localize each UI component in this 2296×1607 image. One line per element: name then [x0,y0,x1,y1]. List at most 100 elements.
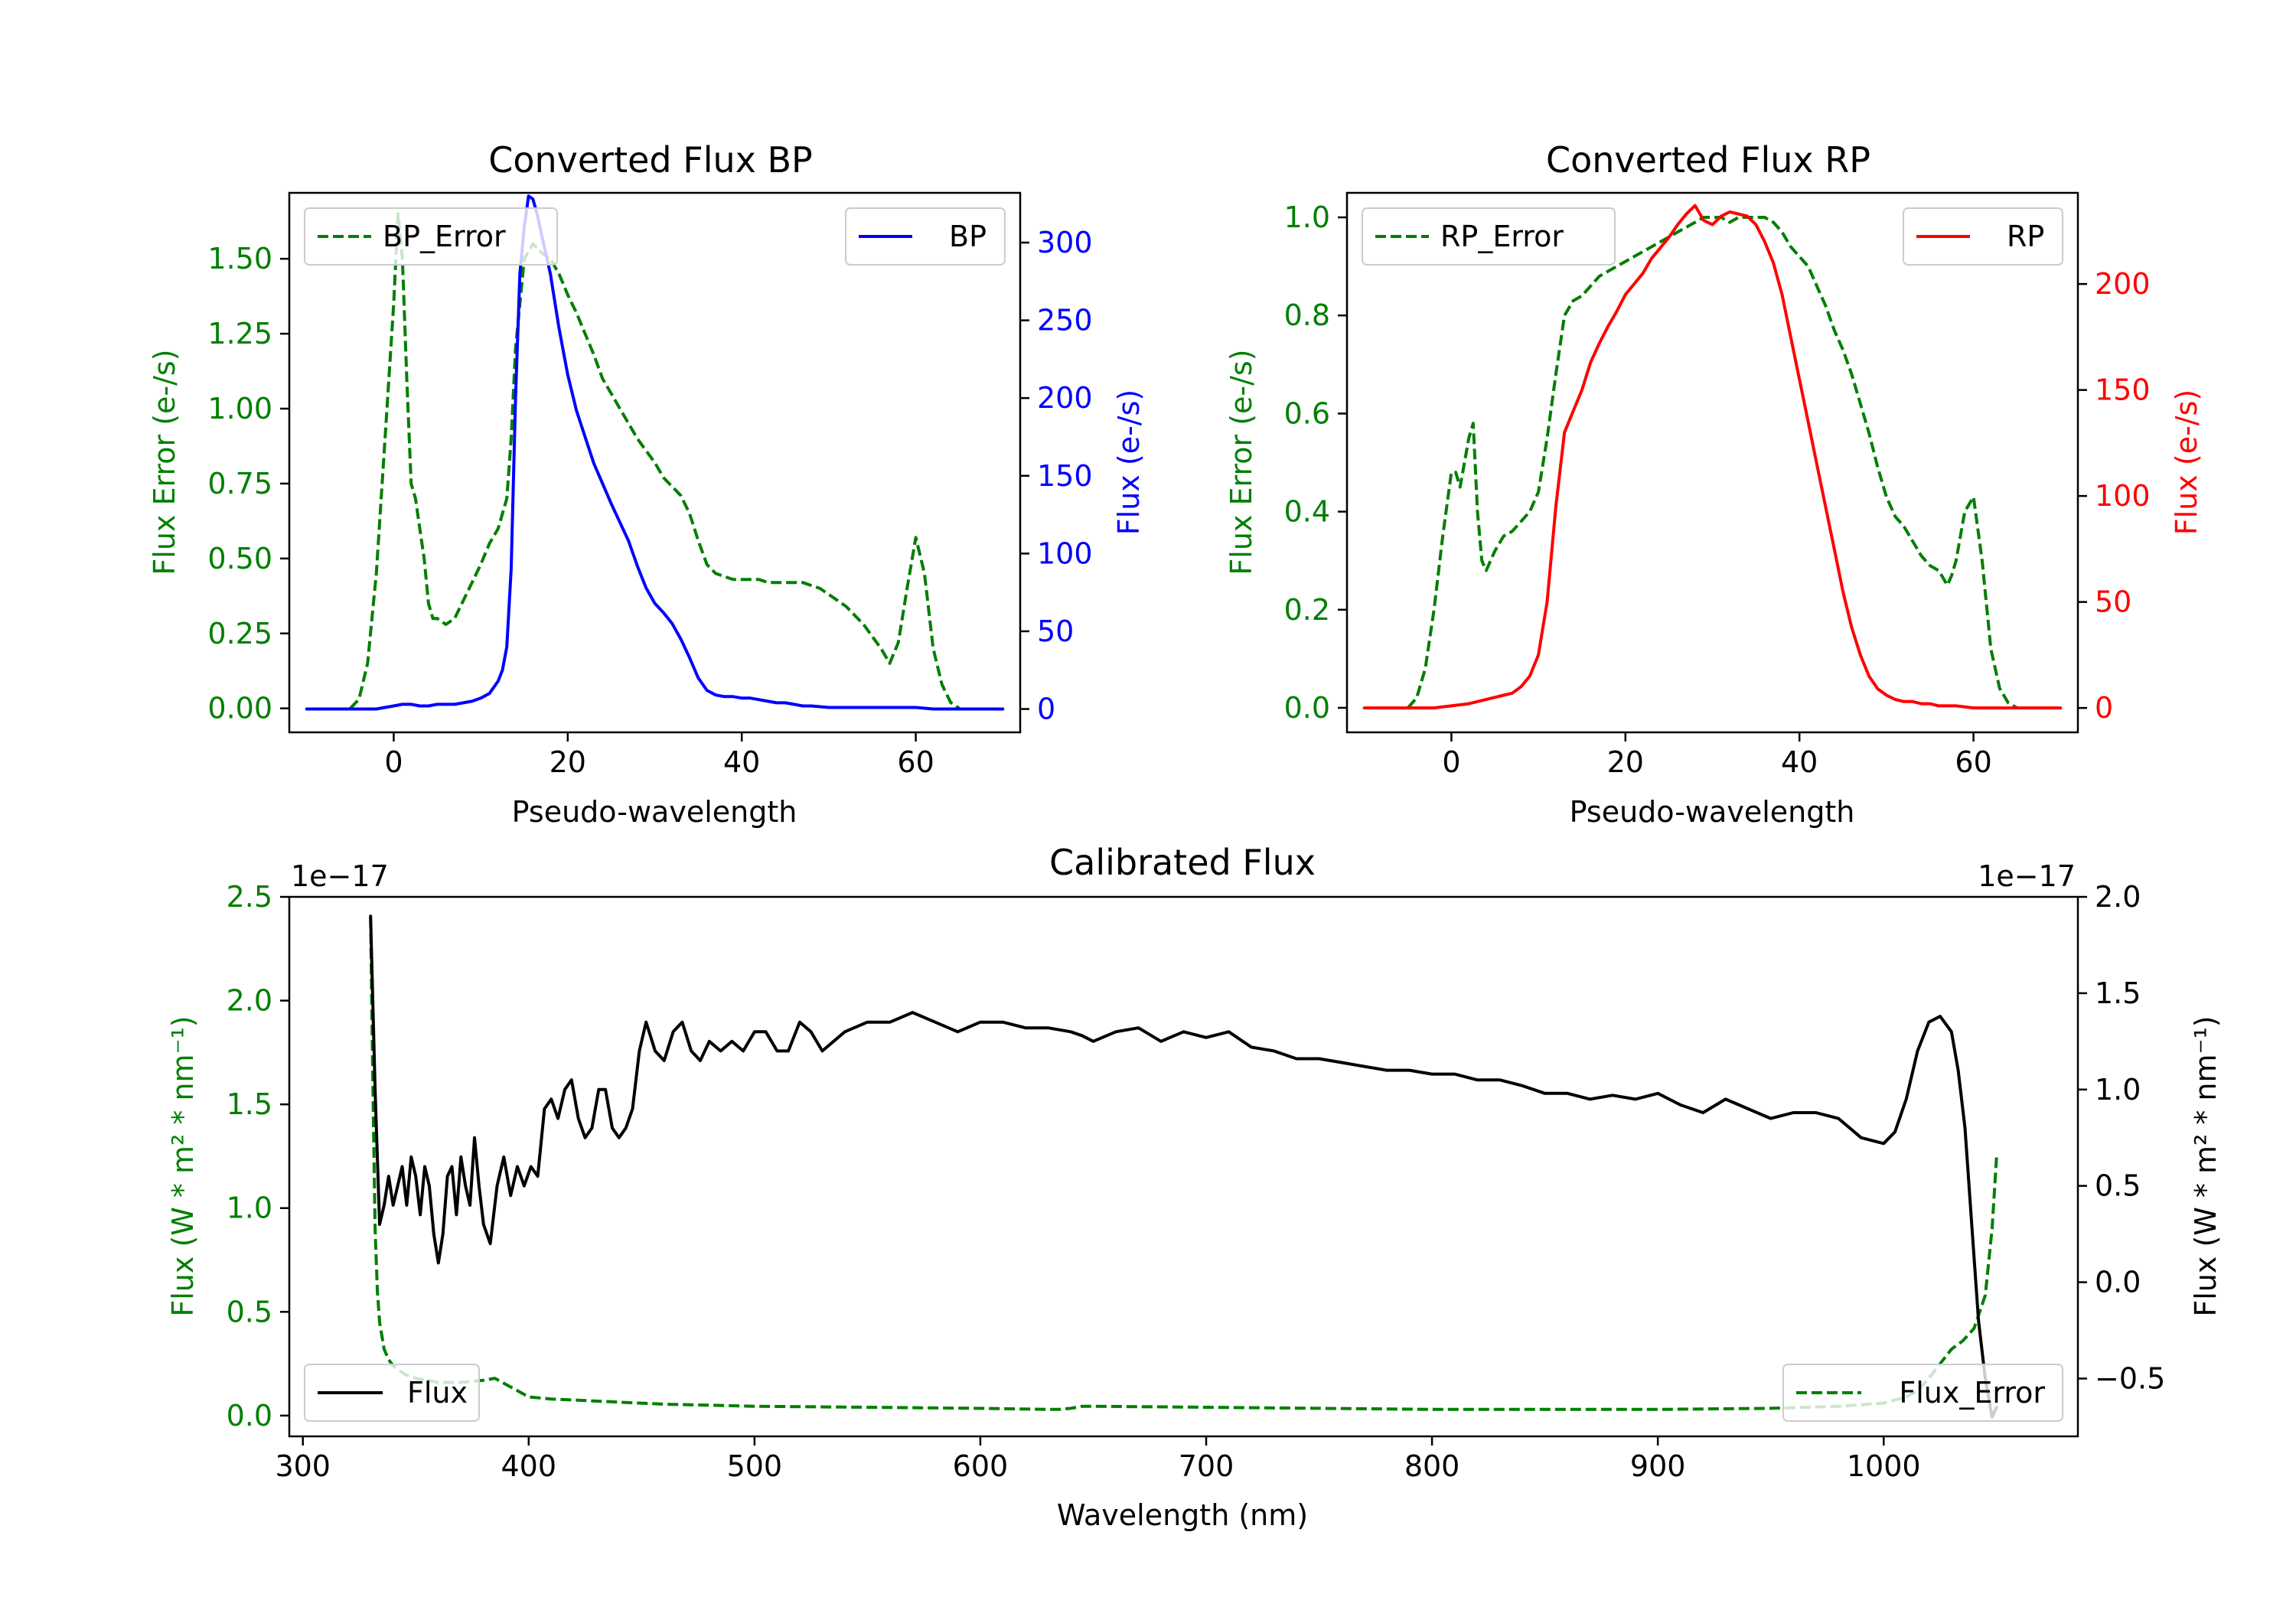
y-tick-label-left: 0.50 [207,542,272,575]
legend-box [1782,1364,2063,1422]
y-tick-label-right: 0 [1037,693,1055,726]
y-tick-label-right: 150 [2095,373,2151,407]
y-tick-label-left: 0.4 [1284,495,1330,529]
legend-box [304,207,558,266]
x-tick-label: 300 [275,1449,331,1483]
y-tick-label-left: 1.50 [207,242,272,275]
x-tick-label: 40 [1781,745,1818,779]
x-tick-label: 800 [1404,1449,1460,1483]
y-tick-label-right: 200 [2095,267,2151,301]
y-tick-label-left: 1.00 [207,392,272,425]
legend-label: Flux [407,1376,468,1410]
y-axis-label-left: Flux Error (e-/s) [148,349,181,575]
x-tick-label: 500 [727,1449,783,1483]
y-tick-label-right: 150 [1037,459,1093,493]
legend-label: RP [2007,220,2044,253]
axes-frame [288,191,1022,734]
y-axis-label-right: Flux (e-/s) [2170,390,2203,535]
y-tick-label-left: 0.6 [1284,396,1330,430]
series-line-flux-error [369,918,1998,1411]
y-tick-label-right: 50 [1037,614,1074,648]
x-axis: 300 400 500 600 700 800 900 1000 [275,1436,1921,1483]
x-tick-label: 0 [1442,745,1460,779]
y-tick-label-left: 0.2 [1284,593,1330,627]
legend-label: BP [949,220,987,253]
y-tick-label-right: 0.0 [2095,1266,2141,1299]
axes-frame [288,895,2079,1438]
legend-left: Flux [304,1364,480,1422]
y-axis-left: 0.0 0.2 0.4 0.6 0.8 1.0 [1284,200,1347,725]
y-tick-label-left: 1.0 [227,1191,272,1225]
legend-box [1903,207,2063,266]
x-tick-label: 900 [1630,1449,1686,1483]
y-tick-label-left: 0.8 [1284,298,1330,332]
y-tick-label-right: 0.5 [2095,1169,2141,1203]
y-tick-label-left: 1.0 [1284,200,1330,234]
series-line-rp [1362,204,2063,710]
plot-area [369,914,1998,1419]
x-axis: 0 20 40 60 [1442,732,1992,779]
y-tick-label-right: 2.0 [2095,880,2141,914]
x-tick-label: 700 [1179,1449,1234,1483]
y-axis-right: −0.5 0.0 0.5 1.0 1.5 2.0 [2078,880,2165,1395]
legend-box [845,207,1006,266]
y-tick-label-left: 0.5 [227,1295,272,1328]
y-tick-label-left: 0.0 [1284,691,1330,725]
x-tick-label: 400 [501,1449,557,1483]
y-tick-label-right: 300 [1037,226,1093,259]
x-tick-label: 20 [550,745,586,779]
x-axis-label: Pseudo-wavelength [1570,795,1855,829]
y-axis-right: 0 50 100 150 200 250 300 [1020,226,1093,726]
y-tick-label-left: 0.0 [227,1399,272,1433]
chart-calibrated: Calibrated Flux 1e−17 1e−17 300 400 500 600… [166,842,2223,1532]
y-axis-left: 0.0 0.5 1.0 1.5 2.0 2.5 [227,880,289,1433]
y-tick-label-right: 100 [1037,536,1093,570]
y-tick-label-left: 2.0 [227,984,272,1018]
y-tick-label-right: 0 [2095,691,2113,725]
legend-left: BP_Error [304,207,558,266]
y-axis-label-right: Flux (e-/s) [1112,390,1146,535]
chart-title: Converted Flux BP [488,139,813,181]
x-tick-label: 0 [384,745,403,779]
y-tick-label-right: 100 [2095,479,2151,513]
y-tick-label-right: 250 [1037,304,1093,337]
y-tick-label-right: 1.0 [2095,1073,2141,1107]
x-axis-label: Wavelength (nm) [1057,1498,1308,1532]
x-tick-label: 60 [1955,745,1991,779]
y-tick-label-left: 0.75 [207,467,272,500]
y-tick-label-left: 2.5 [227,880,272,914]
axes-frame [1345,191,2079,734]
chart-title: Converted Flux RP [1546,139,1870,181]
legend-label: BP_Error [383,220,506,253]
y-tick-label-right: 50 [2095,585,2131,619]
plot-area [305,194,1005,711]
series-line-rp-error [1407,216,2018,709]
y-axis-label-right: Flux (W * m² * nm⁻¹) [2189,1015,2223,1316]
legend-label: RP_Error [1440,220,1564,253]
y-tick-label-left: 1.25 [207,317,272,350]
legend-label: Flux_Error [1899,1376,2045,1410]
x-axis: 0 20 40 60 [384,732,934,779]
x-tick-label: 20 [1607,745,1644,779]
plot-area [1362,204,2063,710]
y-axis-left: 0.00 0.25 0.50 0.75 1.00 1.25 1.50 [207,242,289,725]
y-tick-label-right: −0.5 [2095,1361,2165,1395]
x-axis-label: Pseudo-wavelength [512,795,797,829]
series-line-flux [369,914,1998,1419]
legend-left: RP_Error [1362,207,1616,266]
offset-text-right: 1e−17 [1978,859,2076,893]
series-line-bp-error [349,212,960,710]
x-tick-label: 60 [897,745,934,779]
y-tick-label-right: 200 [1037,381,1093,415]
y-tick-label-left: 1.5 [227,1087,272,1121]
series-line-bp [305,194,1005,711]
legend-box [304,1364,480,1422]
offset-text-left: 1e−17 [291,859,389,893]
x-tick-label: 600 [953,1449,1009,1483]
legend-right: RP [1903,207,2063,266]
y-axis-label-left: Flux Error (e-/s) [1225,349,1258,575]
y-tick-label-right: 1.5 [2095,976,2141,1010]
legend-right: Flux_Error [1782,1364,2063,1422]
legend-box [1362,207,1616,266]
